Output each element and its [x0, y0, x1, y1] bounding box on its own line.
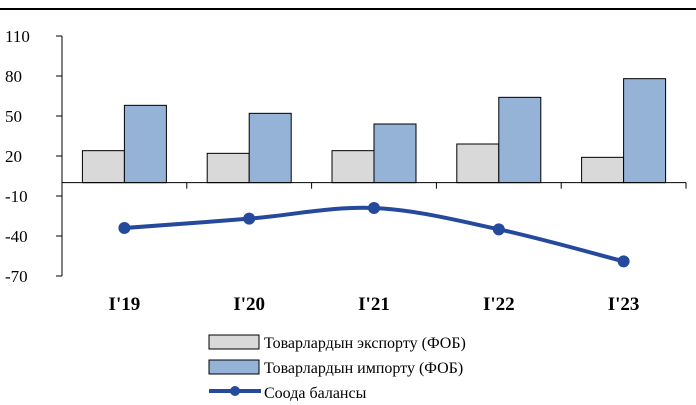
x-tick-label: I'22: [483, 294, 515, 315]
balance-point: [617, 255, 630, 268]
balance-point: [243, 212, 256, 225]
legend-marker-balance: [230, 386, 240, 396]
y-tick-label: 20: [5, 147, 22, 166]
x-tick-labels: I'19 I'20 I'21 I'22 I'23: [109, 294, 640, 315]
x-tick-label: I'23: [608, 294, 640, 315]
bar-import: [248, 112, 292, 184]
legend-swatch-import: [208, 359, 260, 375]
legend-label-import: Товарлардын импорту (ФОБ): [264, 360, 463, 377]
balance-point: [368, 202, 380, 214]
bar-export: [331, 150, 375, 184]
x-tick-label: I'19: [109, 294, 141, 315]
bar-export: [456, 143, 500, 184]
y-tick-label: 50: [5, 107, 22, 126]
bar-import: [498, 96, 542, 184]
bar-export: [581, 156, 625, 184]
legend-swatch-export: [208, 334, 260, 350]
y-tick-label: -10: [5, 187, 28, 206]
y-tick-label: 80: [5, 67, 22, 86]
bar-export: [206, 152, 250, 184]
legend: Товарлардын экспорту (ФОБ) Товарлардын и…: [208, 334, 466, 402]
y-tick-label: 110: [5, 27, 30, 46]
balance-point: [492, 223, 505, 236]
legend-label-balance: Соода балансы: [264, 385, 367, 402]
legend-label-export: Товарлардын экспорту (ФОБ): [264, 335, 466, 352]
y-tick-label: -40: [5, 227, 28, 246]
x-tick-label: I'20: [233, 294, 265, 315]
balance-line-layer: [118, 202, 630, 268]
bar-import: [623, 78, 667, 184]
y-tick-label: -70: [5, 267, 28, 286]
bar-import: [373, 123, 417, 184]
x-tick-label: I'21: [358, 294, 390, 315]
y-ticks: 110 80 50 20 -10 -40 -70: [5, 27, 62, 286]
balance-line: [124, 205, 625, 264]
x-ticks: [61, 182, 687, 189]
bar-import: [123, 104, 167, 184]
bar-export: [81, 150, 125, 184]
balance-point: [118, 222, 131, 234]
bars-layer: [81, 78, 667, 184]
